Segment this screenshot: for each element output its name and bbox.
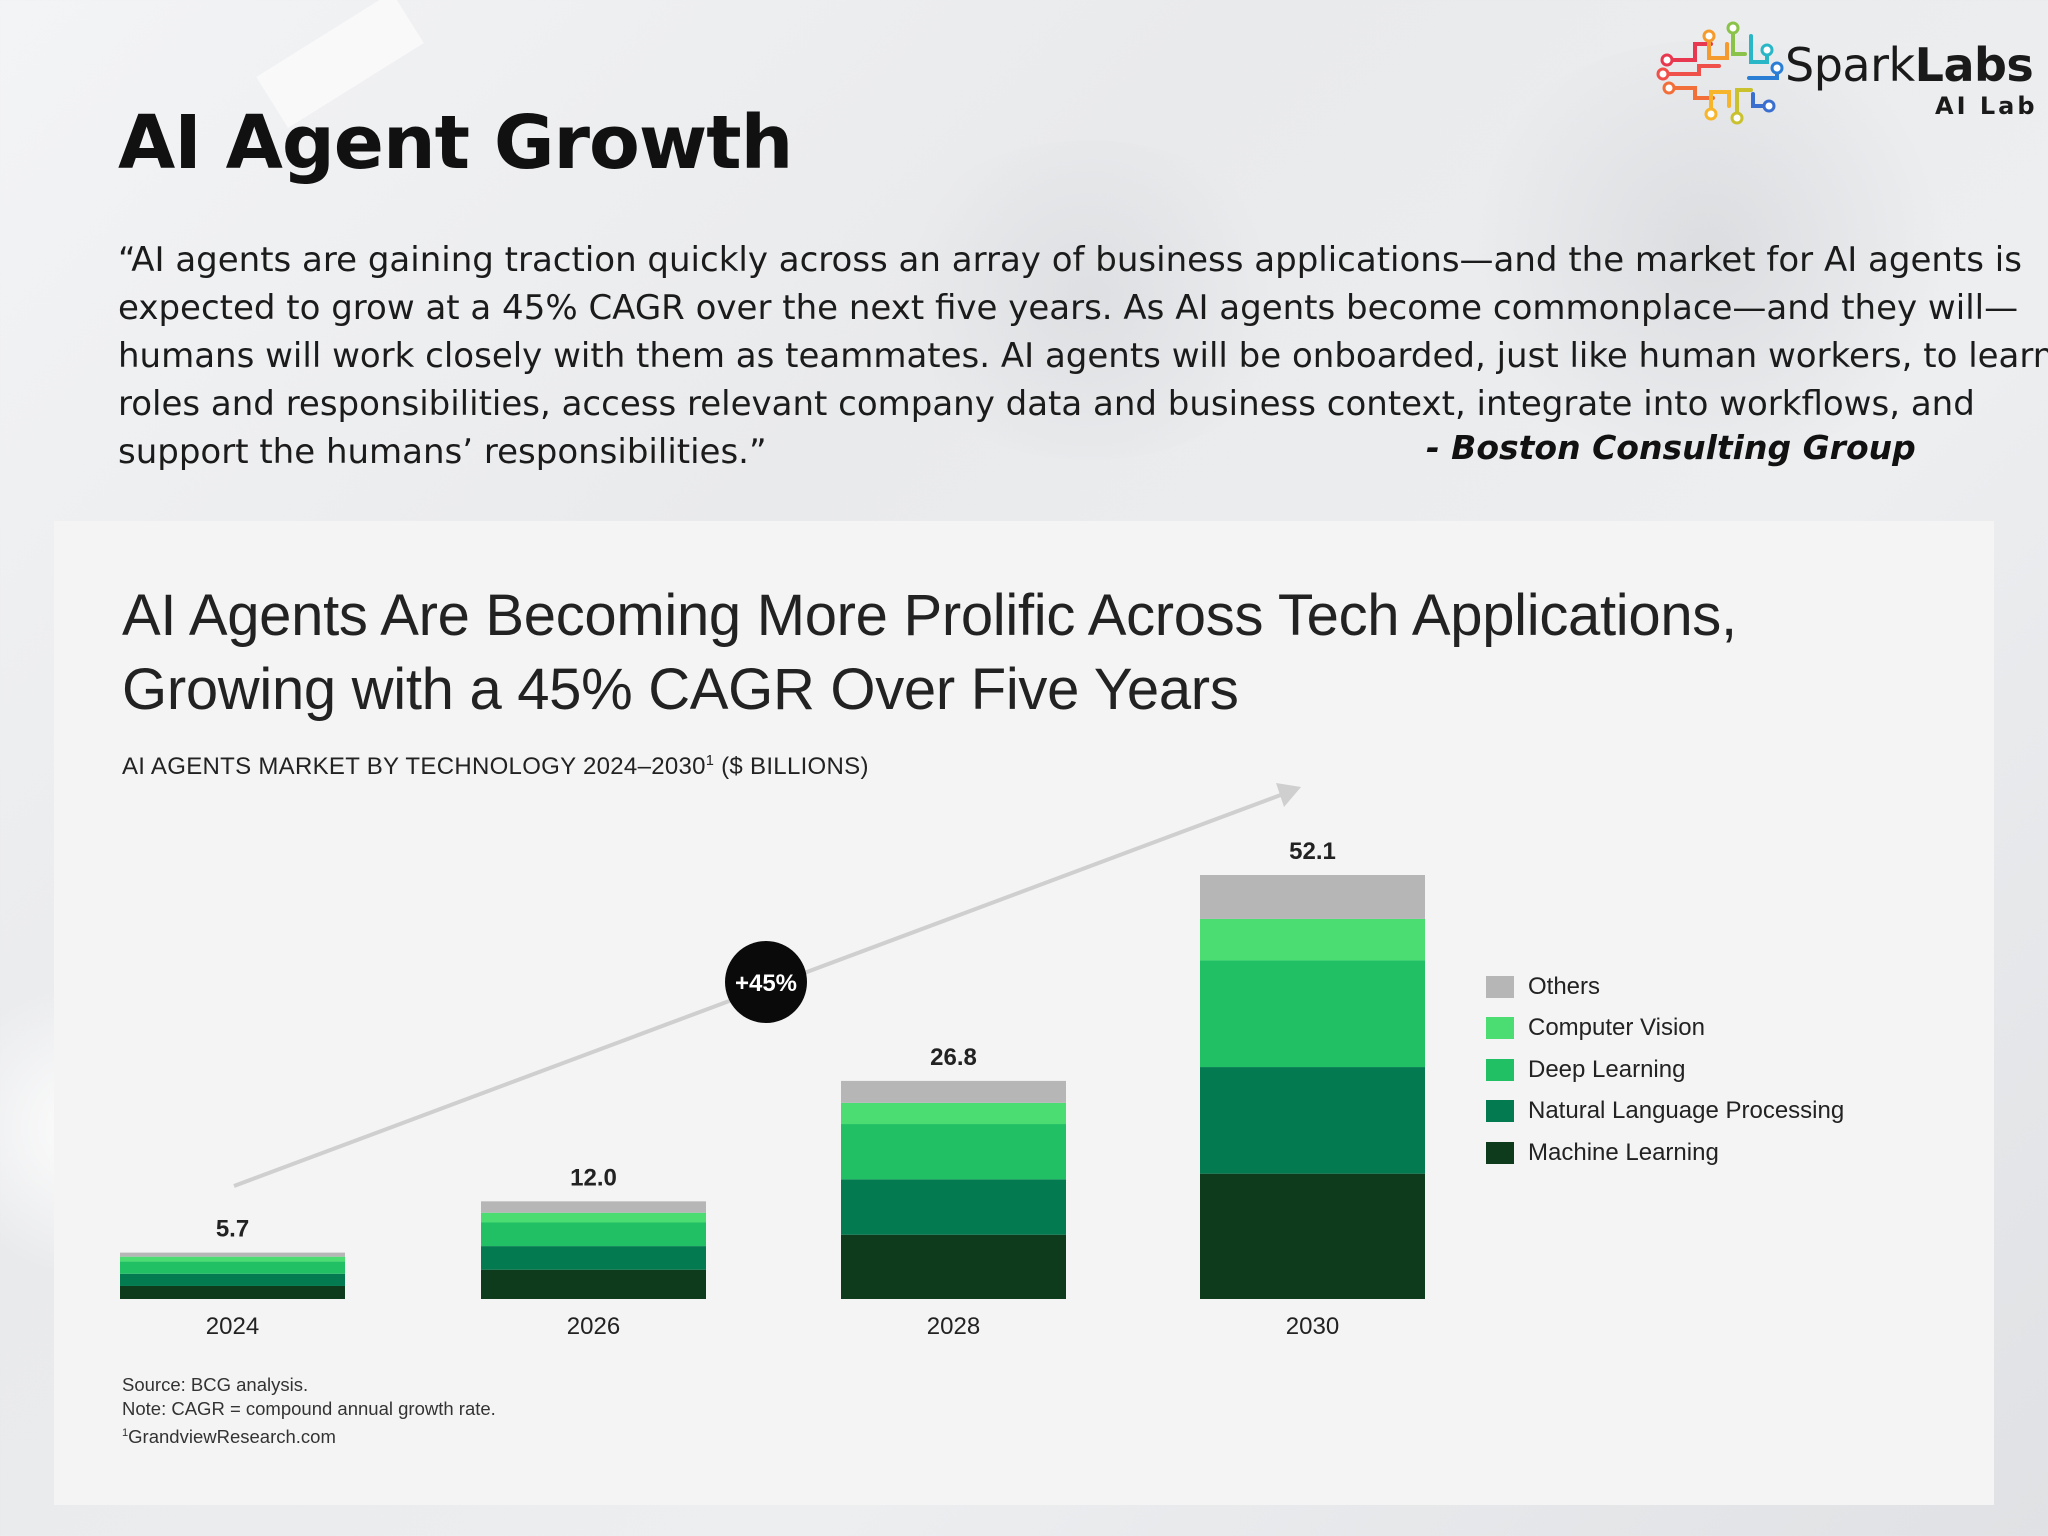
bar-segment — [120, 1256, 345, 1262]
bar-segment — [481, 1246, 706, 1270]
sparklabs-logo: SparkLabs AI Lab — [1655, 14, 2045, 130]
bar-total-label: 26.8 — [930, 1044, 977, 1071]
cagr-badge — [725, 941, 807, 1023]
chart-legend: Others Computer Vision Deep Learning Natura… — [1486, 966, 1844, 1174]
brand-subtitle: AI Lab — [1935, 92, 2038, 120]
circuit-icon — [1656, 21, 1784, 125]
bar-segment — [841, 1234, 1066, 1299]
bar-total-label: 12.0 — [570, 1164, 617, 1191]
quote-line: expected to grow at a 45% CAGR over the … — [118, 288, 2019, 328]
legend-swatch — [1486, 1058, 1514, 1081]
footnote-mark: 1 — [122, 1427, 129, 1439]
legend-swatch — [1486, 975, 1514, 998]
legend-label: Machine Learning — [1528, 1138, 1719, 1166]
legend-label: Natural Language Processing — [1528, 1097, 1845, 1125]
bar-segment — [841, 1124, 1066, 1180]
legend-item: Natural Language Processing — [1486, 1091, 1844, 1133]
brand-name: SparkLabs — [1785, 38, 2034, 92]
x-tick-label: 2030 — [1286, 1313, 1339, 1340]
bar-segment — [841, 1080, 1066, 1103]
chart-subtitle: AI AGENTS MARKET BY TECHNOLOGY 2024–2030… — [122, 753, 869, 781]
legend-item: Machine Learning — [1486, 1132, 1844, 1174]
bar-segment — [481, 1222, 706, 1247]
quote: “AI agents are gaining traction quickly … — [118, 236, 2048, 476]
bar-segment — [841, 1102, 1066, 1125]
legend-item: Computer Vision — [1486, 1008, 1844, 1050]
chart-title: AI Agents Are Becoming More Prolific Acr… — [122, 579, 1737, 727]
chart-source-notes: Source: BCG analysis. Note: CAGR = compo… — [122, 1373, 496, 1449]
chart-subtitle-footnote-mark: 1 — [705, 753, 715, 769]
legend-label: Deep Learning — [1528, 1055, 1686, 1083]
bar-segment — [481, 1212, 706, 1223]
bar-segment — [1200, 960, 1425, 1068]
quote-attribution: - Boston Consulting Group — [1426, 428, 1916, 467]
trend-arrow-head — [1276, 783, 1301, 807]
legend-label: Computer Vision — [1528, 1014, 1705, 1042]
quote-line: humans will work closely with them as te… — [118, 336, 2048, 376]
brand-name-regular: Spark — [1785, 38, 1915, 92]
chart-card: AI Agents Are Becoming More Prolific Acr… — [54, 521, 1994, 1505]
bar-total-label: 5.7 — [216, 1216, 249, 1243]
page-title: AI Agent Growth — [118, 100, 793, 186]
x-tick-label: 2026 — [567, 1313, 620, 1340]
bar-segment — [120, 1273, 345, 1286]
chart-title-line: Growing with a 45% CAGR Over Five Years — [122, 657, 1239, 722]
legend-swatch — [1486, 1100, 1514, 1123]
quote-line: roles and responsibilities, access relev… — [118, 384, 1975, 424]
chart-subtitle-unit: ($ BILLIONS) — [714, 753, 869, 780]
bar-segment — [1200, 1173, 1425, 1299]
bar-segment — [481, 1269, 706, 1299]
legend-swatch — [1486, 1141, 1514, 1164]
source-note: Note: CAGR = compound annual growth rate… — [122, 1398, 496, 1419]
cagr-badge-label: +45% — [735, 970, 797, 997]
legend-item: Others — [1486, 966, 1844, 1008]
bar-segment — [120, 1252, 345, 1257]
source-note: Source: BCG analysis. — [122, 1374, 309, 1395]
legend-label: Others — [1528, 972, 1601, 1000]
bar-segment — [120, 1261, 345, 1274]
x-tick-label: 2024 — [206, 1313, 259, 1340]
brand-name-bold: Labs — [1914, 38, 2034, 92]
footnote: 1GrandviewResearch.com — [122, 1421, 496, 1449]
quote-line: support the humans’ responsibilities.” — [118, 432, 767, 472]
bar-segment — [481, 1201, 706, 1213]
footnote-text: GrandviewResearch.com — [128, 1426, 336, 1448]
legend-swatch — [1486, 1017, 1514, 1040]
x-tick-label: 2028 — [927, 1313, 980, 1340]
chart-subtitle-main: AI AGENTS MARKET BY TECHNOLOGY 2024–2030 — [122, 753, 706, 780]
legend-item: Deep Learning — [1486, 1049, 1844, 1091]
bar-segment — [1200, 1067, 1425, 1174]
bar-segment — [120, 1285, 345, 1299]
bar-segment — [1200, 918, 1425, 961]
bar-segment — [841, 1179, 1066, 1235]
quote-line: “AI agents are gaining traction quickly … — [118, 240, 2022, 280]
bar-segment — [1200, 875, 1425, 919]
stacked-bar-chart: 5.7 2024 12.0 2026 26.8 2028 52.1 2030 +45% — [120, 783, 1425, 1340]
chart-title-line: AI Agents Are Becoming More Prolific Acr… — [122, 583, 1737, 648]
bar-total-label: 52.1 — [1289, 838, 1336, 865]
